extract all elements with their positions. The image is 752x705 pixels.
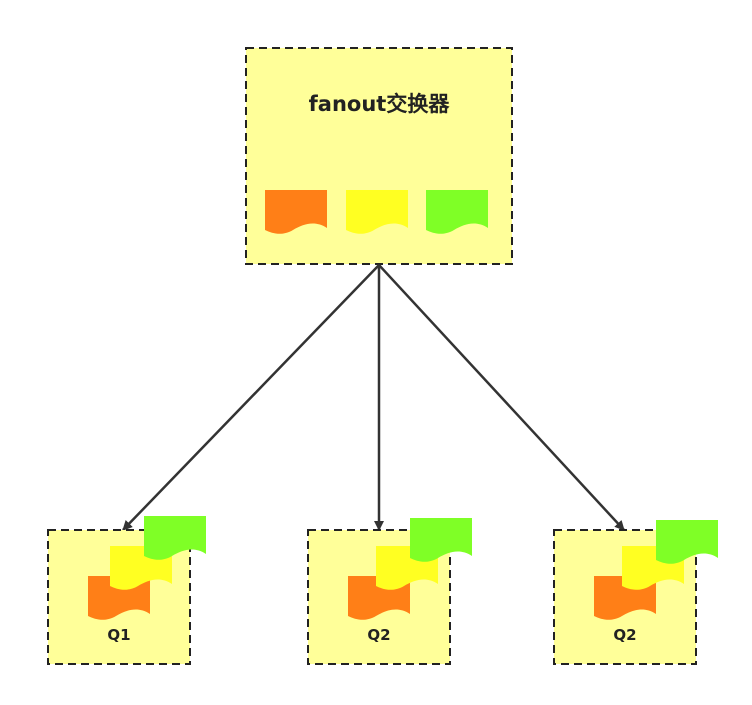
queue-3-message-green xyxy=(656,520,718,564)
arrow-to-queue-1 xyxy=(122,264,380,531)
queue-1-message-green xyxy=(144,516,206,560)
arrow-to-queue-3 xyxy=(378,264,625,531)
exchange-message-orange xyxy=(265,190,327,234)
exchange-message-green xyxy=(426,190,488,234)
queue-label-1: Q1 xyxy=(107,626,131,644)
queue-label-2: Q2 xyxy=(367,626,391,644)
queue-label-3: Q2 xyxy=(613,626,637,644)
exchange-message-yellow xyxy=(346,190,408,234)
exchange-title: fanout交换器 xyxy=(308,92,450,116)
queue-box-1[interactable] xyxy=(47,516,206,665)
queue-2-message-green xyxy=(410,518,472,562)
queue-box-3[interactable] xyxy=(553,520,718,665)
queue-box-2[interactable] xyxy=(307,518,472,665)
